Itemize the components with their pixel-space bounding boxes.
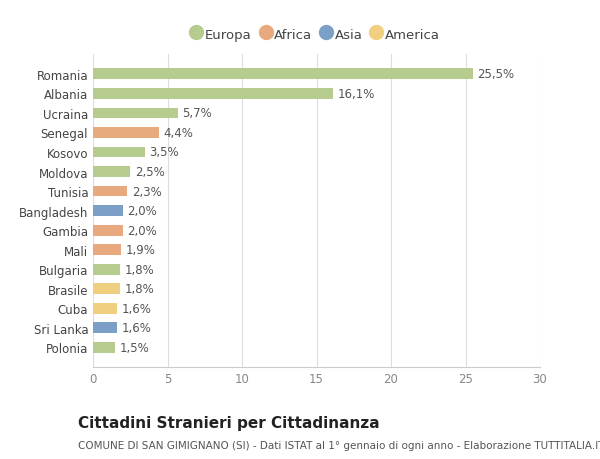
Text: 5,7%: 5,7%	[182, 107, 212, 120]
Bar	[93, 303, 117, 314]
Text: 2,0%: 2,0%	[127, 205, 157, 218]
Bar	[93, 225, 123, 236]
Bar	[93, 89, 333, 100]
Bar	[93, 186, 127, 197]
Text: 2,5%: 2,5%	[135, 166, 164, 179]
Bar	[93, 167, 130, 178]
Bar	[93, 342, 115, 353]
Bar	[93, 264, 120, 275]
Text: Cittadini Stranieri per Cittadinanza: Cittadini Stranieri per Cittadinanza	[78, 415, 380, 431]
Text: 16,1%: 16,1%	[337, 88, 375, 101]
Text: 3,5%: 3,5%	[149, 146, 179, 159]
Bar	[93, 284, 120, 295]
Text: 1,6%: 1,6%	[121, 302, 151, 315]
Bar	[93, 323, 117, 334]
Text: 1,8%: 1,8%	[124, 263, 154, 276]
Text: 2,0%: 2,0%	[127, 224, 157, 237]
Text: 1,5%: 1,5%	[120, 341, 149, 354]
Bar	[93, 108, 178, 119]
Text: 1,6%: 1,6%	[121, 322, 151, 335]
Text: COMUNE DI SAN GIMIGNANO (SI) - Dati ISTAT al 1° gennaio di ogni anno - Elaborazi: COMUNE DI SAN GIMIGNANO (SI) - Dati ISTA…	[78, 440, 600, 450]
Bar	[93, 206, 123, 217]
Text: 1,8%: 1,8%	[124, 283, 154, 296]
Bar	[93, 69, 473, 80]
Bar	[93, 147, 145, 158]
Legend: Europa, Africa, Asia, America: Europa, Africa, Asia, America	[189, 24, 444, 45]
Bar	[93, 128, 158, 139]
Bar	[93, 245, 121, 256]
Text: 2,3%: 2,3%	[132, 185, 161, 198]
Text: 25,5%: 25,5%	[478, 68, 515, 81]
Text: 4,4%: 4,4%	[163, 127, 193, 140]
Text: 1,9%: 1,9%	[126, 244, 155, 257]
